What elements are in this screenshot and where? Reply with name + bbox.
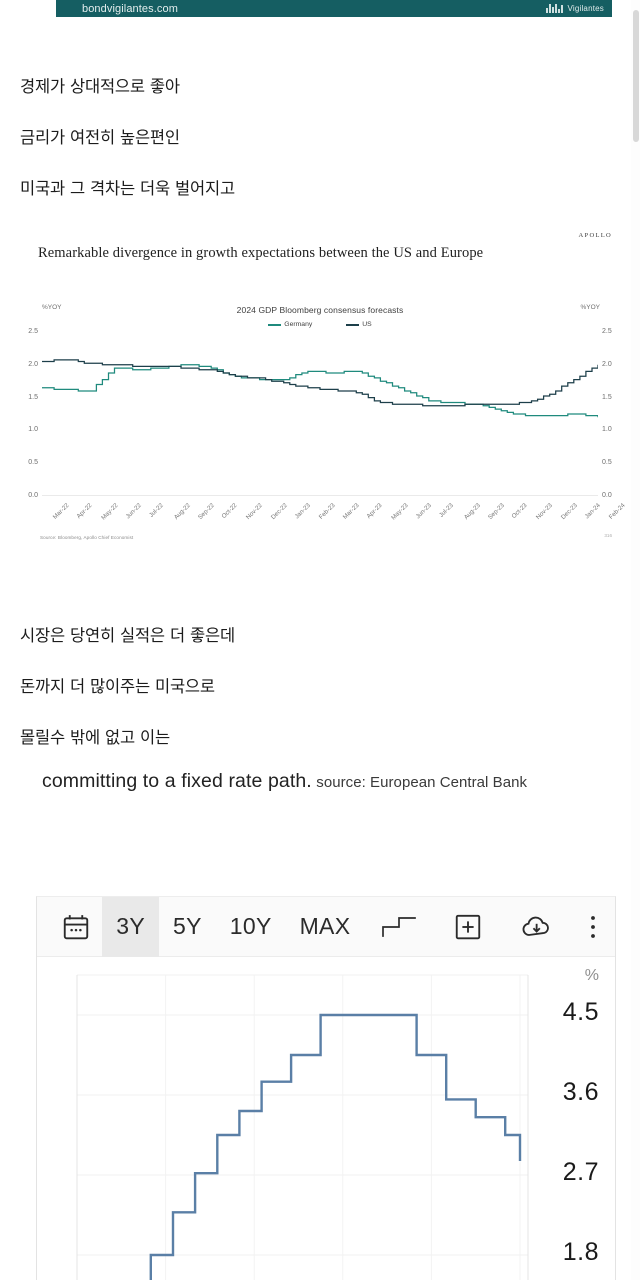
apollo-xtick: May-23 [390, 502, 411, 522]
ecb-ytick: 4.5 [562, 998, 599, 1026]
apollo-xtick: Aug-22 [172, 502, 192, 522]
apollo-xtick: Jan-23 [293, 502, 312, 521]
caption-line-6: 몰릴수 밖에 없고 이는 [20, 728, 170, 747]
apollo-xtick: Apr-23 [365, 502, 384, 521]
apollo-xtick: Aug-23 [462, 502, 482, 522]
apollo-xtick: Nov-23 [535, 502, 555, 522]
caption-line-5: 돈까지 더 많이주는 미국으로 [20, 677, 215, 696]
apollo-xtick: Jun-23 [414, 502, 433, 521]
apollo-ytick-left: 2.5 [28, 328, 38, 335]
page-scrollbar[interactable] [631, 0, 640, 1280]
legend-swatch-us [346, 323, 360, 326]
legend-label-germany: Germany [284, 321, 313, 328]
scrollbar-thumb[interactable] [633, 10, 639, 142]
ecb-ytick: 1.8 [562, 1238, 599, 1266]
apollo-xtick: Jul-22 [147, 502, 165, 519]
brand-name: Vigilantes [567, 4, 604, 13]
legend-item-germany: Germany [268, 321, 312, 328]
legend-item-us: US [346, 321, 372, 328]
range-button-5y[interactable]: 5Y [173, 913, 202, 939]
apollo-ytick-right: 1.0 [602, 426, 612, 434]
add-series-icon[interactable] [433, 897, 502, 957]
ecb-ytick: 3.6 [562, 1078, 599, 1106]
apollo-xtick: Jan-24 [583, 502, 602, 521]
apollo-logo: APOLLO [578, 232, 612, 239]
ecb-plot-area: % 1.8 2.7 3.6 4.5 [37, 957, 615, 1280]
apollo-ytick-right: 0.0 [602, 492, 612, 499]
apollo-unit-right: %YOY [580, 304, 600, 311]
ecb-unit-label: % [584, 967, 599, 984]
apollo-ytick-right: 2.0 [602, 360, 612, 368]
apollo-xtick: Jun-22 [124, 502, 143, 521]
range-button-3y[interactable]: 3Y [102, 896, 160, 957]
brand-logo: Vigilantes [546, 4, 604, 13]
apollo-chart-card: APOLLO Remarkable divergence in growth e… [20, 228, 627, 563]
apollo-ytick-right: 0.5 [602, 459, 612, 467]
apollo-chart-subtitle: 2024 GDP Bloomberg consensus forecasts [236, 305, 404, 315]
ecb-chart-widget: 3Y 5Y 10Y MAX [36, 896, 616, 1280]
site-url: bondvigilantes.com [82, 2, 178, 15]
apollo-xtick: Feb-23 [317, 502, 337, 521]
quote-lead-text: committing to a fixed rate path. [42, 770, 312, 792]
apollo-xtick: Feb-24 [607, 502, 627, 521]
apollo-ytick-left: 1.5 [28, 393, 38, 401]
caption-line-2: 금리가 여전히 높은편인 [20, 128, 180, 147]
caption-line-3: 미국과 그 격차는 더욱 벌어지고 [20, 179, 235, 198]
ecb-step-svg [76, 974, 529, 1280]
step-line-icon[interactable] [364, 897, 433, 957]
apollo-xtick: Oct-22 [220, 502, 239, 521]
caption-line-4: 시장은 당연히 실적은 더 좋은데 [20, 626, 235, 645]
apollo-source-note: Source: Bloomberg, Apollo Chief Economis… [40, 535, 134, 540]
apollo-xtick: Oct-23 [510, 502, 529, 521]
apollo-xtick: Sep-22 [196, 502, 216, 522]
apollo-ytick-left: 0.5 [28, 459, 38, 467]
apollo-xtick: May-22 [100, 502, 120, 522]
apollo-ytick-left: 0.0 [28, 492, 38, 499]
range-button-max[interactable]: MAX [299, 913, 351, 939]
apollo-xtick: Nov-22 [245, 502, 265, 522]
apollo-line-svg [42, 359, 598, 496]
legend-swatch-germany [268, 323, 282, 326]
ecb-ytick: 2.7 [562, 1158, 599, 1186]
apollo-xtick: Apr-22 [75, 502, 94, 521]
range-button-10y[interactable]: 10Y [229, 913, 272, 939]
apollo-xtick: Sep-23 [486, 502, 507, 522]
apollo-plot-area [42, 332, 598, 496]
bars-logo-icon [546, 4, 564, 13]
legend-label-us: US [362, 321, 372, 328]
apollo-xtick: Dec-22 [269, 502, 289, 522]
apollo-legend: Germany US [20, 321, 620, 328]
apollo-ytick-right: 2.5 [602, 328, 612, 335]
apollo-ytick-left: 2.0 [28, 360, 38, 368]
apollo-ytick-right: 1.5 [602, 393, 612, 401]
ecb-toolbar: 3Y 5Y 10Y MAX [37, 896, 615, 957]
quote-source-text: source: European Central Bank [316, 774, 528, 791]
apollo-unit-left: %YOY [42, 304, 62, 311]
download-icon[interactable] [503, 897, 572, 957]
site-header-bar: bondvigilantes.com Vigilantes [56, 0, 612, 17]
apollo-ytick-left: 1.0 [28, 426, 38, 434]
apollo-xtick: Jul-23 [437, 502, 455, 519]
apollo-xtick: Mar-23 [341, 502, 361, 521]
apollo-xtick: Dec-23 [559, 502, 579, 522]
apollo-chart-title: Remarkable divergence in growth expectat… [38, 245, 484, 261]
apollo-xtick: Mar-22 [51, 502, 71, 521]
quote-block: committing to a fixed rate path. source:… [42, 768, 620, 795]
calendar-icon[interactable] [49, 897, 102, 957]
apollo-page-number: 316 [604, 533, 612, 538]
more-options-icon[interactable] [572, 897, 615, 957]
caption-line-1: 경제가 상대적으로 좋아 [20, 77, 180, 96]
